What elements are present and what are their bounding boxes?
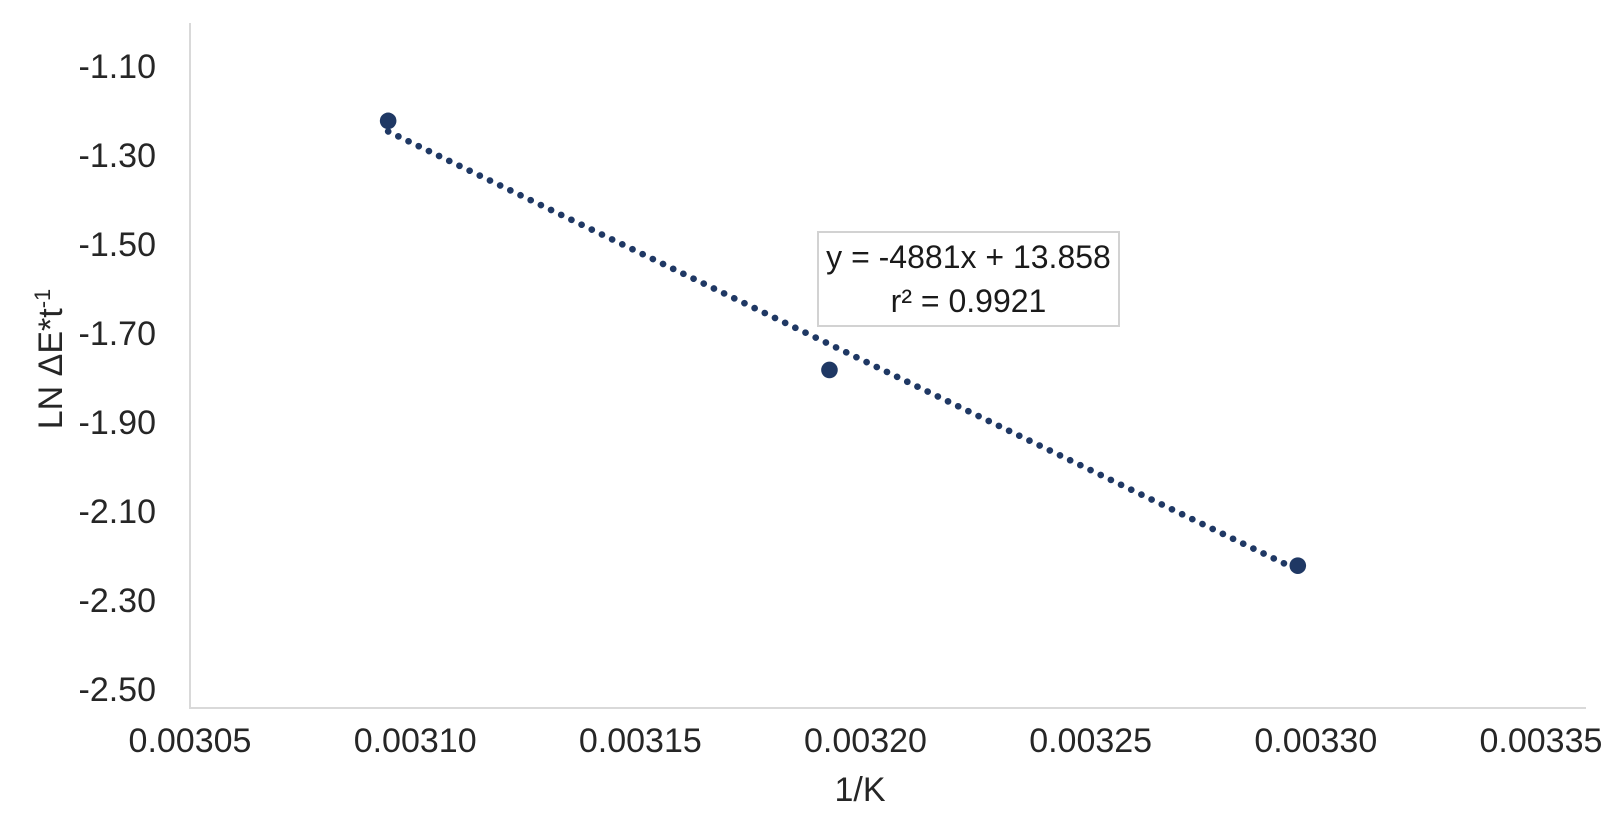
y-tick-label: -1.30 [78, 137, 157, 176]
x-tick-label: 0.00315 [578, 722, 702, 760]
x-tick-label: 0.00305 [128, 722, 252, 760]
trendline-equation-box[interactable]: y = -4881x + 13.858 r² = 0.9921 [817, 231, 1120, 327]
y-axis-title-superscript: -1 [29, 288, 55, 309]
x-tick-label: 0.00330 [1254, 722, 1378, 760]
data-point[interactable] [379, 112, 397, 130]
y-tick-label: -1.10 [78, 48, 157, 87]
y-tick-label: -1.70 [78, 315, 157, 354]
x-tick-label: 0.00325 [1029, 722, 1153, 760]
trendline-r-squared-text: r² = 0.9921 [890, 283, 1047, 319]
y-tick-label: -1.50 [78, 226, 157, 265]
y-tick-label: -2.50 [78, 671, 157, 710]
x-tick-label: 0.00310 [353, 722, 477, 760]
x-tick-label: 0.00335 [1479, 722, 1603, 760]
y-axis-title: LN ΔE*t-1 [23, 289, 71, 430]
y-tick-label: -2.10 [78, 493, 157, 532]
data-point[interactable] [1289, 557, 1307, 574]
y-tick-label: -1.90 [78, 404, 157, 443]
data-point[interactable] [821, 361, 838, 379]
x-tick-label: 0.00320 [804, 722, 927, 760]
trendline-equation-text: y = -4881x + 13.858 [826, 239, 1111, 275]
trendline-dotted[interactable] [384, 128, 1306, 576]
y-axis-title-text: LN ΔE*t [32, 308, 71, 430]
x-axis-title: 1/K [834, 771, 886, 809]
y-tick-label: -2.30 [78, 582, 157, 621]
